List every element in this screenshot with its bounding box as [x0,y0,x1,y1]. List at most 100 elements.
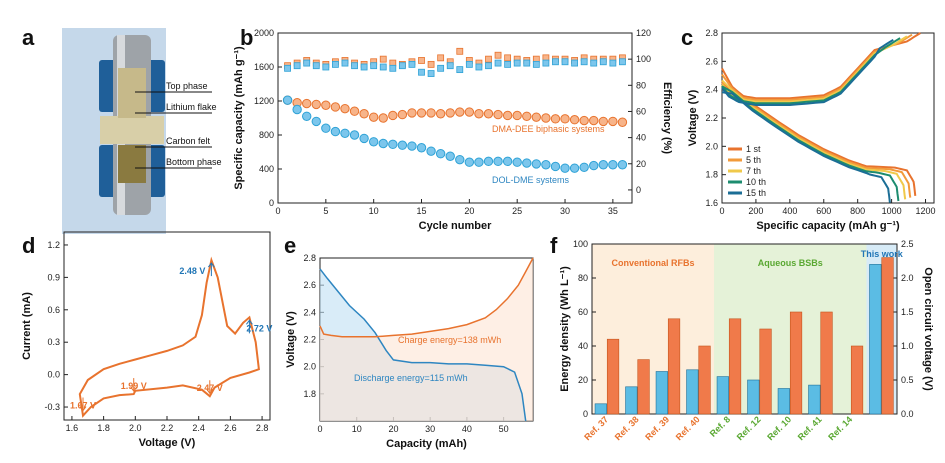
ocv-bar [850,345,864,415]
annotation-4: 1.99 V [121,381,147,391]
efficiency-point [494,59,502,67]
efficiency-point [542,59,550,67]
y-tick-label: 2.2 [303,335,316,345]
capacity-point [368,112,379,122]
capacity-point [426,146,436,156]
energy-density-bar [716,376,729,415]
ocv-bar [637,359,650,415]
y-tick-label: 2.6 [705,56,718,66]
annotation-charge-energy: Charge energy=138 mWh [398,335,501,345]
efficiency-point [437,54,445,62]
plot-frame [277,32,633,204]
charge-curve [319,257,534,338]
efficiency-point [379,55,387,63]
y-tick-label: 0.0 [47,370,60,380]
capacity-point [541,113,551,123]
efficiency-point [341,59,349,67]
panel-f-label: f [550,233,558,258]
legend-label-3: 7 th [746,166,761,176]
capacity-point [579,115,589,126]
capacity-point [321,123,331,133]
capacity-point [464,107,475,117]
capacity-point [589,160,599,171]
capacity-point [349,130,360,140]
category-label: Ref. 38 [613,414,641,442]
efficiency-point [532,60,540,68]
efficiency-point [418,57,425,64]
efficiency-point [360,63,368,71]
energy-density-bar [869,264,882,415]
category-label: Ref. 12 [735,414,763,442]
y-tick-label: 0 [583,409,588,419]
x-tick-label: 20 [388,424,398,434]
capacity-point [541,160,551,170]
x-tick-label: 15 [417,206,427,216]
y-tick-label: 0.9 [47,272,60,282]
x-tick-label: 20 [464,206,474,216]
annotation-arrowhead-4 [130,386,138,392]
capacity-point [407,141,417,151]
capacity-point [531,112,542,122]
x-tick-label: 600 [816,206,831,216]
annotation-arrowhead-1 [207,262,215,268]
x-axis-label: Cycle number [419,220,492,232]
x-tick-label: 2.4 [192,423,205,433]
capacity-point [617,117,628,127]
capacity-point [397,140,408,150]
efficiency-point [485,55,492,63]
capacity-point [407,108,417,118]
energy-density-bar [594,403,607,415]
x-tick-label: 1.8 [97,423,110,433]
y-tick-label: 2.4 [705,85,718,95]
capacity-point [550,161,561,172]
x-tick-label: 400 [782,206,797,216]
energy-density-bar [747,379,760,415]
capacity-point [579,162,589,173]
efficiency-point [561,58,569,66]
legend-label-2: 5 th [746,155,761,165]
x-tick-label: 200 [748,206,763,216]
y-tick-label: 1.8 [303,389,316,399]
capacity-point [435,109,446,119]
category-label: Ref. 40 [674,414,702,442]
y-tick-label: 0 [269,198,274,208]
y2-tick-label: 2.5 [901,239,914,249]
capacity-point [416,108,427,118]
efficiency-point [599,58,607,66]
x-tick-label: 2.0 [129,423,142,433]
panel-f: f 0 20 40 60 80 100 0.0 0.5 1.0 1.5 2.0 2.5 Energy de… [550,233,934,442]
capacity-point [493,156,503,167]
category-label: Ref. 39 [643,414,671,442]
y-tick-label: 2.8 [705,28,718,38]
y2-tick-label: 120 [636,28,651,38]
y-axis-label: Voltage (V) [285,311,297,368]
capacity-point [445,108,455,118]
y2-tick-label: 100 [636,54,651,64]
efficiency-point [456,47,464,55]
legend-label-4: 10 th [746,177,766,187]
annotation-bottom-phase: Bottom phase [166,157,222,167]
x-tick-label: 0 [275,206,280,216]
y-axis-label: Voltage (V) [687,89,699,146]
capacity-point [330,102,341,112]
y-tick-label: 2.8 [303,253,316,263]
annotation-arrowhead-3 [79,406,87,412]
efficiency-point [312,62,320,70]
capacity-point [349,106,360,116]
annotation-1: 2.48 V [179,266,205,276]
efficiency-point [389,64,397,72]
y2-tick-label: 0 [636,185,641,195]
legend-label-1: 1 st [746,144,761,154]
efficiency-point [398,62,406,70]
y-tick-label: 2000 [254,28,274,38]
capacity-point [397,109,408,120]
y-tick-label: 0.3 [47,337,60,347]
capacity-point [359,109,369,119]
efficiency-point [332,60,339,68]
x-tick-label: 2.8 [256,423,269,433]
capacity-point [455,154,465,165]
efficiency-point [322,63,330,71]
y-axis-label: Energy density (Wh L⁻¹) [559,266,571,392]
discharge-curve [319,268,527,422]
panel-b: b0 5 10 15 20 25 30 350400800120016002000Cycle … [233,25,673,232]
